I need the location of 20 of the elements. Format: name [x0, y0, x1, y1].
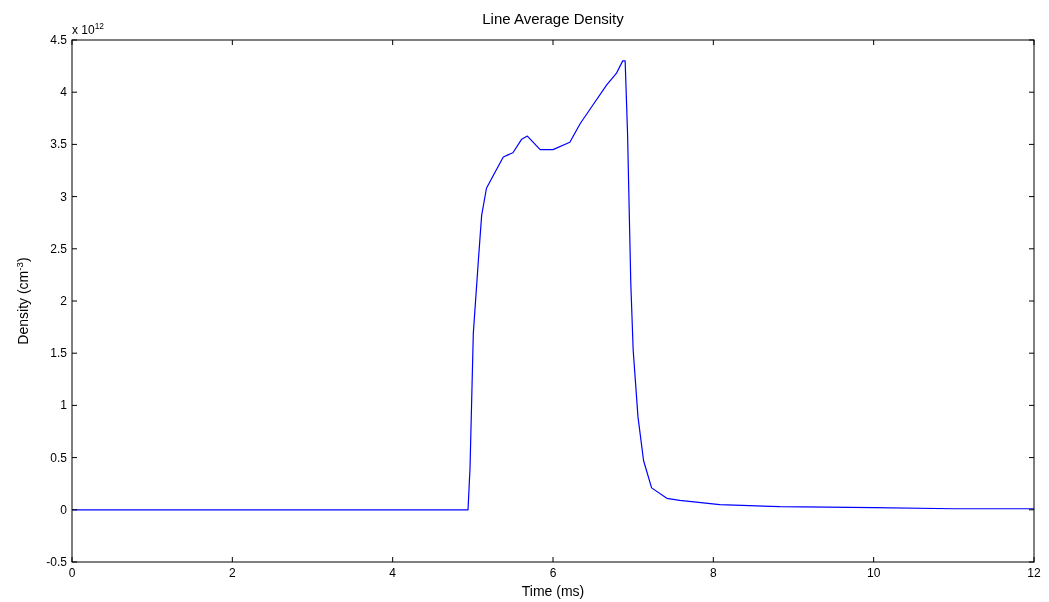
x-axis-title: Time (ms)	[521, 583, 585, 599]
y-tick-label: 3	[60, 189, 68, 204]
x-tick-label: 4	[389, 566, 397, 580]
text: x 10$^{12}$	[72, 21, 105, 37]
y-tick-label: 2.5	[50, 241, 68, 256]
chart-title: Line Average Density	[482, 10, 625, 27]
x-tick-label: 12	[1027, 566, 1041, 580]
y-tick-label: -0.5	[46, 555, 68, 569]
x-tick-label: 2	[228, 566, 236, 580]
x-tick-label: 6	[549, 566, 557, 580]
y-tick-label: 3.5	[50, 137, 68, 152]
y-tick-label: 1.5	[50, 346, 68, 361]
y-tick-label: 2	[60, 294, 68, 308]
y-tick-label: 4.5	[50, 33, 68, 47]
x-tick-label: 10	[866, 566, 881, 580]
y-tick-label: 0	[60, 502, 68, 517]
y-tick-label: 1	[60, 398, 68, 413]
y-tick-label: 4	[60, 85, 68, 100]
y-tick-label: 0.5	[50, 450, 68, 465]
x-tick-label: 8	[709, 566, 717, 580]
